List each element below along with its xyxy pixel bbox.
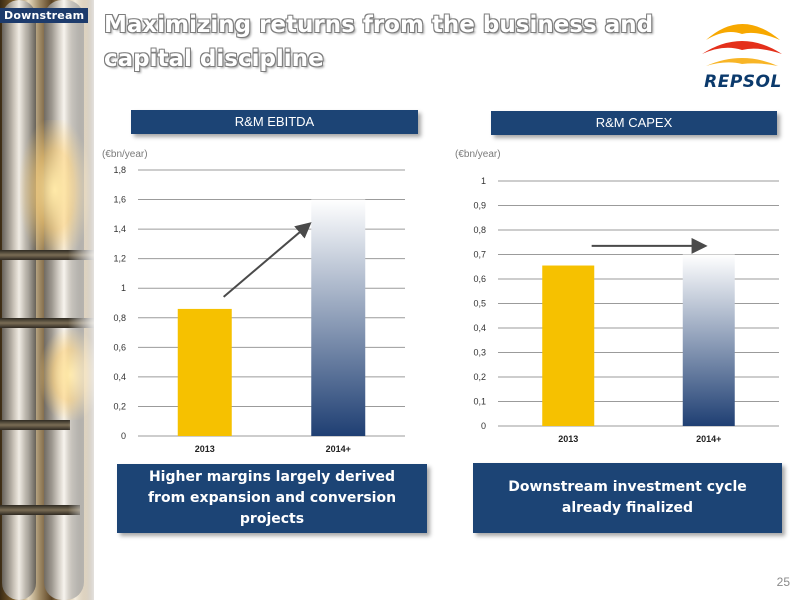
- y-tick-label: 0: [481, 421, 486, 431]
- ebitda-chart-svg: (€bn/year) 0 0,2 0,4 0,6 0,8 1 1,2 1,4 1,6 1,8 2013…: [102, 149, 405, 454]
- y-tick-label: 0,2: [473, 372, 486, 382]
- chart-title-capex: R&M CAPEX: [491, 111, 777, 135]
- bar-2014plus: [682, 254, 735, 426]
- y-tick-label: 0,6: [113, 342, 126, 352]
- callout-investment-text: Downstream investment cycle already fina…: [508, 479, 747, 516]
- y-tick-label: 1: [481, 176, 486, 186]
- trend-arrow: [223, 222, 312, 298]
- y-tick-label: 0,1: [473, 397, 486, 407]
- repsol-logo-icon: [702, 24, 782, 66]
- callout-investment: Downstream investment cycle already fina…: [473, 463, 782, 533]
- x-tick-label: 2014+: [696, 434, 721, 444]
- y-tick-label: 0,9: [473, 201, 486, 211]
- x-tick-label: 2014+: [326, 444, 351, 454]
- x-tick-label: 2013: [195, 444, 215, 454]
- bar-2013: [542, 265, 595, 426]
- capex-chart-svg: (€bn/year) 0 0,1 0,2 0,3 0,4 0,5 0,6 0,7 0,8 0,9 1 2…: [455, 149, 779, 444]
- y-tick-label: 0,2: [113, 401, 126, 411]
- industrial-photo: [0, 0, 94, 600]
- callout-margins: Higher margins largely derived from expa…: [117, 464, 427, 533]
- page-number: 25: [776, 575, 790, 589]
- y-tick-label: 0,3: [473, 348, 486, 358]
- y-tick-label: 0,6: [473, 274, 486, 284]
- y-tick-label: 0,5: [473, 299, 486, 309]
- y-tick-label: 1: [121, 283, 126, 293]
- y-axis-unit-label: (€bn/year): [455, 149, 501, 160]
- y-tick-label: 0,8: [473, 225, 486, 235]
- section-tag: Downstream: [0, 8, 89, 23]
- y-tick-label: 1,8: [113, 165, 126, 175]
- logo-wordmark: REPSOL: [704, 72, 782, 92]
- chart-title-ebitda: R&M EBITDA: [131, 110, 418, 134]
- y-tick-label: 1,2: [113, 254, 126, 264]
- page-title: Maximizing returns from the business and…: [104, 12, 654, 72]
- y-tick-label: 0,8: [113, 313, 126, 323]
- callout-margins-text: Higher margins largely derived from expa…: [147, 469, 397, 527]
- y-tick-label: 0,4: [113, 372, 126, 382]
- y-tick-label: 0,4: [473, 323, 486, 333]
- capex-chart: (€bn/year) 0 0,1 0,2 0,3 0,4 0,5 0,6 0,7 0,8 0,9 1 2…: [443, 145, 788, 455]
- y-axis-unit-label: (€bn/year): [102, 149, 148, 160]
- bar-2014plus: [311, 199, 366, 436]
- ebitda-chart: (€bn/year) 0 0,2 0,4 0,6 0,8 1 1,2 1,4 1,6 1,8 2013…: [90, 145, 410, 465]
- y-tick-label: 1,6: [113, 195, 126, 205]
- bar-2013: [177, 308, 232, 436]
- y-tick-label: 0,7: [473, 250, 486, 260]
- y-tick-label: 1,4: [113, 224, 126, 234]
- x-tick-label: 2013: [558, 434, 578, 444]
- y-tick-label: 0: [121, 431, 126, 441]
